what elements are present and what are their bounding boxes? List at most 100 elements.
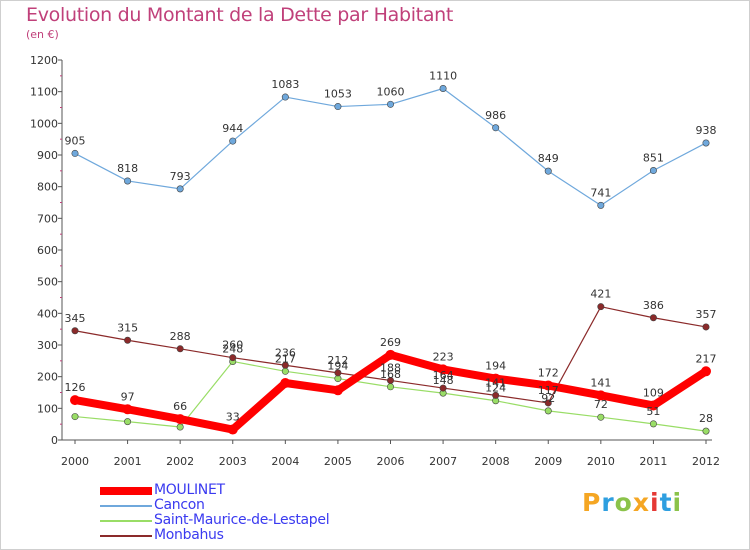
legend-swatch-1 [100, 505, 152, 507]
series-1-point-7 [439, 85, 447, 93]
legend-swatch-2 [100, 520, 152, 522]
series-1-label-12: 938 [696, 124, 717, 137]
series-3-point-5 [334, 369, 342, 377]
series-0-label-6: 269 [380, 336, 401, 349]
series-2-label-6: 168 [380, 368, 401, 381]
series-0-point-3 [227, 424, 238, 435]
series-2-label-12: 28 [699, 412, 713, 425]
logo-letter-0: P [582, 488, 602, 517]
series-0-label-7: 223 [433, 350, 454, 363]
chart-subtitle: (en €) [26, 28, 59, 41]
series-3-label-3: 260 [222, 339, 243, 352]
series-2-point-2 [176, 423, 184, 431]
chart-title: Evolution du Montant de la Dette par Hab… [26, 4, 454, 26]
series-2-point-1 [124, 418, 132, 426]
y-tick-label-3: 300 [37, 339, 58, 352]
x-tick-label-3: 2003 [219, 455, 247, 468]
logo-letter-6: i [672, 488, 683, 517]
series-1-label-6: 1060 [377, 85, 405, 98]
series-1-point-2 [176, 185, 184, 193]
series-2-point-0 [71, 413, 79, 421]
series-3-label-7: 164 [433, 369, 454, 382]
series-3-label-5: 212 [327, 354, 348, 367]
series-3-point-12 [702, 323, 710, 331]
logo-letter-2: o [614, 488, 633, 517]
series-2-point-10 [597, 413, 605, 421]
series-3-point-8 [492, 391, 500, 399]
y-tick-label-7: 700 [37, 212, 58, 225]
series-0-label-9: 172 [538, 367, 559, 380]
logo-letter-3: x [632, 488, 650, 517]
y-tick-label-0: 0 [51, 434, 58, 447]
series-1-point-1 [124, 177, 132, 185]
series-2-point-6 [386, 383, 394, 391]
series-1-point-3 [229, 137, 237, 145]
y-tick-label-11: 1100 [30, 86, 58, 99]
series-0-point-10 [595, 390, 606, 401]
series-0-point-9 [543, 380, 554, 391]
series-3-point-10 [597, 303, 605, 311]
series-3-point-11 [649, 314, 657, 322]
x-tick-label-10: 2010 [587, 455, 615, 468]
x-tick-label-2: 2002 [166, 455, 194, 468]
series-3-label-9: 117 [538, 384, 559, 397]
series-3-point-1 [124, 336, 132, 344]
x-tick-label-9: 2009 [534, 455, 562, 468]
series-2-point-4 [281, 367, 289, 375]
x-tick-label-0: 2000 [61, 455, 89, 468]
series-1-label-8: 986 [485, 109, 506, 122]
logo-letter-1: r [601, 488, 615, 517]
series-3-label-8: 141 [485, 376, 506, 389]
series-3-label-11: 386 [643, 299, 664, 312]
y-tick-label-9: 900 [37, 149, 58, 162]
series-1-label-7: 1110 [429, 70, 457, 83]
series-0-point-7 [438, 364, 449, 375]
series-3-label-2: 288 [170, 330, 191, 343]
series-0-label-2: 66 [173, 400, 187, 413]
legend-swatch-3 [100, 535, 152, 537]
series-3-point-7 [439, 384, 447, 392]
series-1-point-6 [386, 100, 394, 108]
series-2-label-5: 194 [327, 360, 348, 373]
x-tick-label-1: 2001 [114, 455, 142, 468]
x-tick-label-4: 2004 [271, 455, 299, 468]
series-1-label-9: 849 [538, 152, 559, 165]
series-2-label-7: 148 [433, 374, 454, 387]
series-1-label-1: 818 [117, 162, 138, 175]
series-0-point-5 [332, 385, 343, 396]
series-2-label-3: 248 [222, 342, 243, 355]
series-0-label-10: 141 [590, 376, 611, 389]
series-1-label-11: 851 [643, 152, 664, 165]
series-3-point-9 [544, 399, 552, 407]
series-0-label-3: 33 [226, 411, 240, 424]
series-0-label-12: 217 [696, 352, 717, 365]
series-3-point-6 [386, 376, 394, 384]
series-1-point-11 [649, 167, 657, 175]
series-3-point-0 [71, 327, 79, 335]
series-1-point-10 [597, 201, 605, 209]
series-0-label-0: 126 [65, 381, 86, 394]
series-0-point-4 [280, 378, 291, 388]
series-1-point-12 [702, 139, 710, 147]
series-3-label-12: 357 [696, 308, 717, 321]
series-1-point-8 [492, 124, 500, 132]
y-tick-label-4: 400 [37, 307, 58, 320]
series-2-label-9: 92 [541, 392, 555, 405]
x-tick-label-7: 2007 [429, 455, 457, 468]
series-2-point-11 [649, 420, 657, 428]
series-2-label-4: 217 [275, 352, 296, 365]
series-1-label-2: 793 [170, 170, 191, 183]
series-3-label-4: 236 [275, 346, 296, 359]
y-tick-label-12: 1200 [30, 54, 58, 67]
series-1-label-3: 944 [222, 122, 243, 135]
series-0-label-1: 97 [121, 390, 135, 403]
series-1-point-5 [334, 103, 342, 111]
logo-letter-5: t [659, 488, 673, 517]
legend-label-3: Monbahus [154, 527, 224, 543]
series-0-point-11 [648, 400, 659, 411]
y-tick-label-8: 800 [37, 181, 58, 194]
series-0-point-12 [701, 366, 711, 377]
series-0-point-6 [385, 349, 396, 360]
logo-letter-4: i [650, 488, 660, 517]
